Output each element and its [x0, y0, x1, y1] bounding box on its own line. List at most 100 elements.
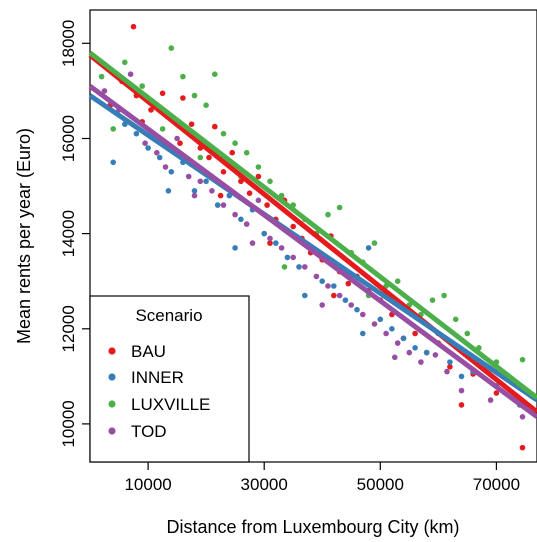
point-bau-17: [264, 202, 270, 208]
x-axis-title: Distance from Luxembourg City (km): [166, 517, 459, 537]
point-bau-15: [246, 190, 253, 196]
point-bau-43: [331, 292, 337, 299]
trend-line-luxville: [88, 50, 537, 400]
point-bau-4: [148, 107, 154, 113]
point-inner-8: [203, 178, 209, 185]
trend-line-inner: [88, 93, 537, 403]
point-bau-36: [458, 402, 465, 408]
y-axis-title: Mean rents per year (Euro): [14, 128, 34, 344]
point-inner-25: [400, 335, 407, 342]
point-luxville-2: [122, 59, 128, 66]
y-axis: 10000 12000 14000 16000 18000: [59, 20, 90, 448]
point-bau-8: [188, 121, 195, 127]
point-tod-30: [458, 387, 465, 394]
trend-lines: [88, 50, 537, 419]
point-luxville-13: [255, 164, 262, 170]
point-tod-19: [325, 283, 331, 289]
legend-label-luxville: LUXVILLE: [131, 395, 210, 414]
point-inner-26: [412, 345, 418, 351]
point-bau-39: [519, 444, 526, 451]
point-inner-13: [261, 230, 268, 237]
point-luxville-19: [325, 211, 331, 218]
point-inner-29: [447, 359, 453, 365]
point-tod-33: [519, 414, 526, 420]
point-inner-16: [296, 264, 302, 270]
legend-item-tod: TOD: [108, 422, 167, 441]
point-bau-11: [212, 123, 218, 130]
point-tod-25: [394, 340, 401, 346]
point-inner-3: [145, 145, 151, 151]
point-inner-21: [354, 306, 360, 313]
point-bau-40: [177, 140, 183, 146]
point-tod-22: [360, 311, 366, 318]
plot-frame: [89, 9, 537, 463]
point-tod-21: [348, 302, 355, 308]
y-tick-label-4: 18000: [59, 20, 78, 67]
point-tod-8: [197, 178, 204, 185]
point-luxville-3: [139, 83, 145, 89]
point-tod-29: [444, 368, 450, 375]
point-luxville-30: [452, 316, 459, 323]
point-bau-26: [345, 280, 352, 287]
y-tick-label-1: 12000: [59, 305, 78, 352]
point-tod-12: [243, 221, 250, 227]
point-tod-10: [220, 202, 227, 208]
point-tod-15: [278, 245, 285, 251]
point-inner-0: [110, 159, 116, 166]
point-tod-0: [101, 88, 108, 94]
point-inner-14: [273, 240, 279, 246]
legend-label-bau: BAU: [131, 342, 166, 361]
point-bau-5: [159, 90, 166, 97]
x-tick-label-3: 70000: [473, 475, 520, 494]
legend-box: [89, 295, 250, 463]
point-tod-20: [336, 292, 343, 299]
point-luxville-29: [441, 292, 447, 299]
point-luxville-8: [203, 102, 209, 108]
point-bau-42: [267, 240, 273, 246]
point-luxville-1: [110, 126, 116, 132]
point-bau-35: [447, 364, 453, 370]
legend-marker-bau: [108, 347, 116, 355]
y-tick-label-2: 14000: [59, 210, 78, 257]
point-tod-17: [302, 264, 308, 270]
point-tod-9: [209, 188, 215, 194]
point-tod-24: [383, 330, 389, 337]
legend-item-inner: INNER: [108, 368, 184, 387]
point-luxville-34: [519, 356, 526, 363]
legend-label-tod: TOD: [131, 422, 167, 441]
legend-title: Scenario: [135, 306, 202, 325]
point-inner-19: [331, 283, 337, 289]
point-tod-37: [392, 354, 398, 361]
point-luxville-10: [220, 130, 227, 137]
legend-marker-inner: [108, 373, 116, 381]
point-tod-2: [127, 71, 134, 77]
point-tod-13: [255, 197, 262, 204]
point-inner-23: [377, 316, 384, 323]
point-inner-37: [360, 330, 366, 337]
point-bau-0: [130, 23, 137, 30]
point-inner-30: [458, 373, 465, 380]
point-bau-32: [412, 330, 418, 337]
point-bau-13: [229, 149, 235, 156]
y-tick-label-0: 10000: [59, 400, 78, 447]
point-bau-7: [180, 95, 186, 101]
point-bau-41: [217, 192, 224, 199]
point-inner-27: [423, 349, 430, 356]
point-tod-18: [313, 273, 320, 280]
x-axis: 10000 30000 50000 70000: [124, 462, 520, 494]
point-bau-38: [493, 390, 500, 396]
point-tod-36: [319, 302, 326, 308]
point-luxville-12: [243, 149, 250, 156]
x-tick-label-0: 10000: [124, 475, 171, 494]
x-tick-label-2: 50000: [357, 475, 404, 494]
point-tod-34: [191, 192, 198, 199]
point-luxville-38: [281, 264, 288, 270]
point-tod-7: [185, 173, 192, 180]
point-inner-4: [156, 154, 163, 161]
point-tod-26: [406, 349, 413, 356]
legend-item-bau: BAU: [108, 342, 166, 361]
point-luxville-28: [429, 297, 436, 304]
point-bau-20: [290, 223, 297, 230]
point-inner-36: [302, 292, 308, 299]
point-luxville-36: [197, 154, 204, 161]
